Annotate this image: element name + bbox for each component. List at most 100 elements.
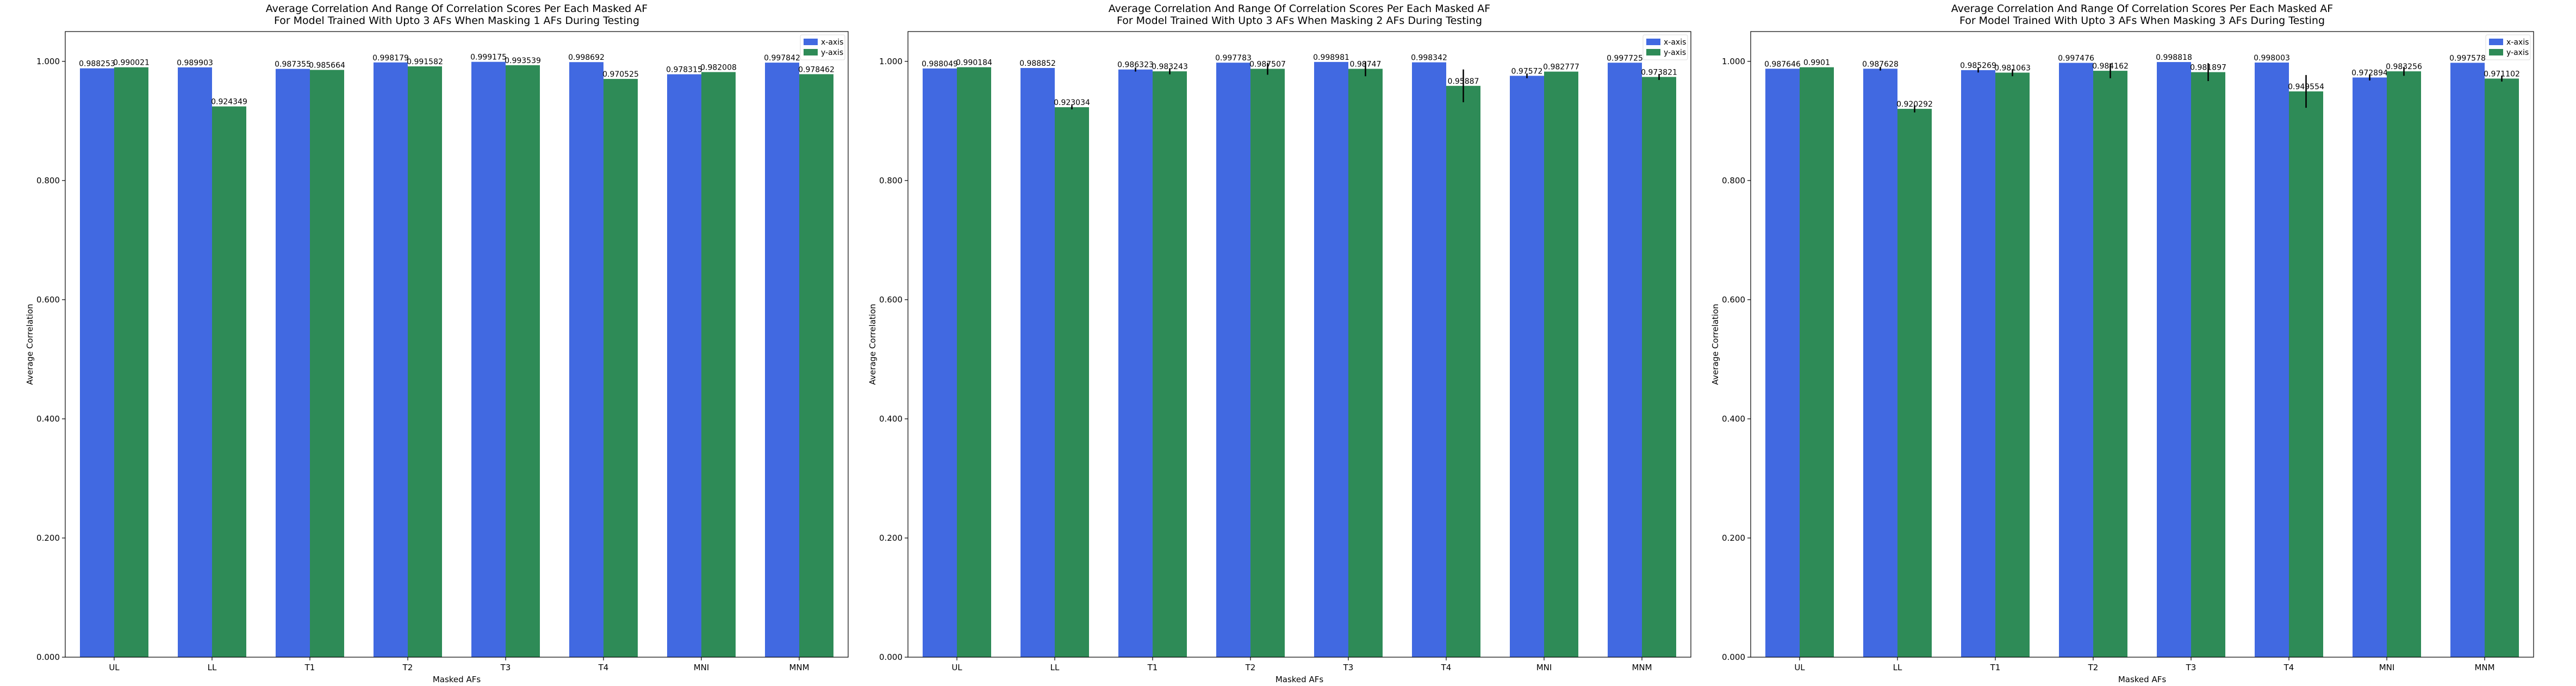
y-tick-label: 0.000 — [36, 652, 60, 662]
data-label-x-axis-T4: 0.998692 — [568, 53, 605, 62]
y-tick-label: 0.000 — [1722, 652, 1745, 662]
legend-swatch-y-axis — [2489, 49, 2503, 55]
data-label-x-axis-T3: 0.998981 — [1313, 53, 1349, 62]
data-label-y-axis-LL: 0.924349 — [211, 98, 247, 107]
data-label-y-axis-MNI: 0.982777 — [1543, 63, 1579, 72]
y-tick-label: 0.800 — [879, 176, 903, 186]
legend-label-y-axis: y-axis — [1664, 48, 1686, 57]
bar-y-axis-T2 — [408, 66, 442, 658]
bar-y-axis-T3 — [2191, 72, 2225, 658]
data-label-x-axis-T1: 0.986323 — [1117, 61, 1154, 70]
x-tick-label-MNI: MNI — [1536, 663, 1552, 672]
data-label-y-axis-UL: 0.990021 — [113, 59, 150, 67]
x-axis-label: Masked AFs — [2118, 675, 2167, 684]
data-label-x-axis-T3: 0.999175 — [470, 53, 507, 62]
bar-x-axis-MNM — [1608, 63, 1642, 658]
data-label-y-axis-MNI: 0.983256 — [2386, 63, 2422, 71]
y-tick-label: 1.000 — [1722, 57, 1745, 66]
chart-subtitle: For Model Trained With Upto 3 AFs When M… — [274, 15, 639, 27]
x-axis-label: Masked AFs — [433, 675, 481, 684]
bar-y-axis-LL — [1055, 107, 1089, 658]
chart-panel-3: Average Correlation And Range Of Correla… — [1710, 3, 2534, 684]
bar-x-axis-T4 — [1412, 62, 1446, 658]
data-label-x-axis-MNI: 0.97572 — [1511, 67, 1543, 76]
bar-x-axis-LL — [1863, 69, 1897, 658]
data-label-x-axis-T1: 0.987355 — [275, 60, 311, 69]
data-label-x-axis-T4: 0.998342 — [1411, 54, 1447, 63]
bar-x-axis-T3 — [471, 61, 506, 657]
bar-x-axis-MNI — [2353, 77, 2387, 657]
bar-y-axis-T1 — [1995, 72, 2030, 657]
y-axis-label: Average Correlation — [868, 304, 878, 385]
bar-y-axis-T4 — [603, 79, 638, 657]
bar-x-axis-T4 — [569, 62, 603, 658]
bar-x-axis-UL — [1765, 69, 1800, 657]
x-tick-label-LL: LL — [208, 663, 217, 672]
bar-y-axis-MNI — [701, 72, 736, 658]
data-label-y-axis-T1: 0.981063 — [1994, 64, 2031, 73]
x-tick-label-T1: T1 — [1990, 663, 2001, 672]
data-label-x-axis-UL: 0.988049 — [922, 60, 958, 69]
data-label-x-axis-MNI: 0.972894 — [2351, 69, 2388, 77]
x-tick-label-T4: T4 — [2283, 663, 2294, 672]
bar-y-axis-LL — [212, 106, 246, 657]
data-label-y-axis-T1: 0.983243 — [1152, 63, 1188, 71]
data-label-x-axis-MNM: 0.997842 — [764, 54, 800, 63]
bar-x-axis-MNI — [1510, 76, 1544, 658]
x-tick-label-MNM: MNM — [2474, 663, 2494, 672]
x-tick-label-UL: UL — [109, 663, 120, 672]
y-tick-label: 0.400 — [36, 414, 60, 424]
x-tick-label-T4: T4 — [598, 663, 609, 672]
y-tick-label: 0.400 — [879, 414, 903, 424]
data-label-x-axis-T4: 0.998003 — [2254, 54, 2290, 63]
data-label-x-axis-LL: 0.989903 — [177, 59, 213, 67]
x-tick-label-T2: T2 — [2088, 663, 2099, 672]
chart-subtitle: For Model Trained With Upto 3 AFs When M… — [1117, 15, 1482, 27]
bar-x-axis-T4 — [2255, 62, 2289, 657]
bar-y-axis-MNM — [799, 74, 833, 658]
x-tick-label-T3: T3 — [1343, 663, 1354, 672]
data-label-x-axis-T3: 0.998818 — [2156, 53, 2192, 62]
y-tick-label: 0.600 — [879, 295, 903, 305]
bar-x-axis-T3 — [2157, 62, 2191, 657]
data-label-y-axis-T4: 0.970525 — [602, 70, 639, 79]
legend-label-y-axis: y-axis — [2506, 48, 2529, 57]
y-tick-label: 0.600 — [36, 295, 60, 305]
data-label-y-axis-T1: 0.985664 — [309, 61, 345, 70]
plot-frame — [1750, 31, 2534, 658]
bar-y-axis-UL — [957, 67, 991, 657]
chart-subtitle: For Model Trained With Upto 3 AFs When M… — [1959, 15, 2325, 27]
bar-y-axis-T2 — [1250, 69, 1285, 658]
bar-x-axis-MNI — [667, 74, 701, 657]
legend-label-x-axis: x-axis — [2506, 38, 2529, 47]
legend-swatch-y-axis — [804, 49, 818, 55]
chart-panel-1: Average Correlation And Range Of Correla… — [25, 3, 849, 684]
data-label-y-axis-T3: 0.981897 — [2190, 64, 2226, 72]
y-axis-label: Average Correlation — [1710, 304, 1720, 385]
data-label-y-axis-T2: 0.991582 — [407, 58, 443, 66]
bar-x-axis-UL — [923, 68, 957, 658]
data-label-x-axis-LL: 0.987628 — [1862, 60, 1899, 69]
x-tick-label-T3: T3 — [500, 663, 511, 672]
bar-x-axis-MNM — [765, 63, 799, 657]
y-tick-label: 0.600 — [1722, 295, 1745, 305]
bar-y-axis-UL — [1800, 67, 1834, 658]
chart-title: Average Correlation And Range Of Correla… — [1109, 3, 1490, 15]
y-tick-label: 0.200 — [36, 533, 60, 543]
data-label-y-axis-T2: 0.987507 — [1249, 60, 1286, 69]
x-tick-label-T4: T4 — [1441, 663, 1452, 672]
data-label-x-axis-LL: 0.988852 — [1019, 59, 1056, 68]
bar-x-axis-LL — [1021, 67, 1055, 657]
bar-y-axis-T3 — [1348, 69, 1383, 658]
y-tick-label: 0.800 — [1722, 176, 1745, 186]
bar-x-axis-LL — [178, 67, 212, 657]
data-label-x-axis-UL: 0.988253 — [79, 60, 115, 69]
x-tick-label-T1: T1 — [304, 663, 315, 672]
chart-title: Average Correlation And Range Of Correla… — [1951, 3, 2333, 15]
bar-y-axis-T3 — [506, 65, 540, 657]
bar-x-axis-T2 — [2059, 63, 2093, 658]
chart-panel-2: Average Correlation And Range Of Correla… — [868, 3, 1691, 684]
data-label-y-axis-MNM: 0.971102 — [2484, 70, 2520, 78]
x-tick-label-MNI: MNI — [2379, 663, 2395, 672]
x-tick-label-UL: UL — [1794, 663, 1805, 672]
